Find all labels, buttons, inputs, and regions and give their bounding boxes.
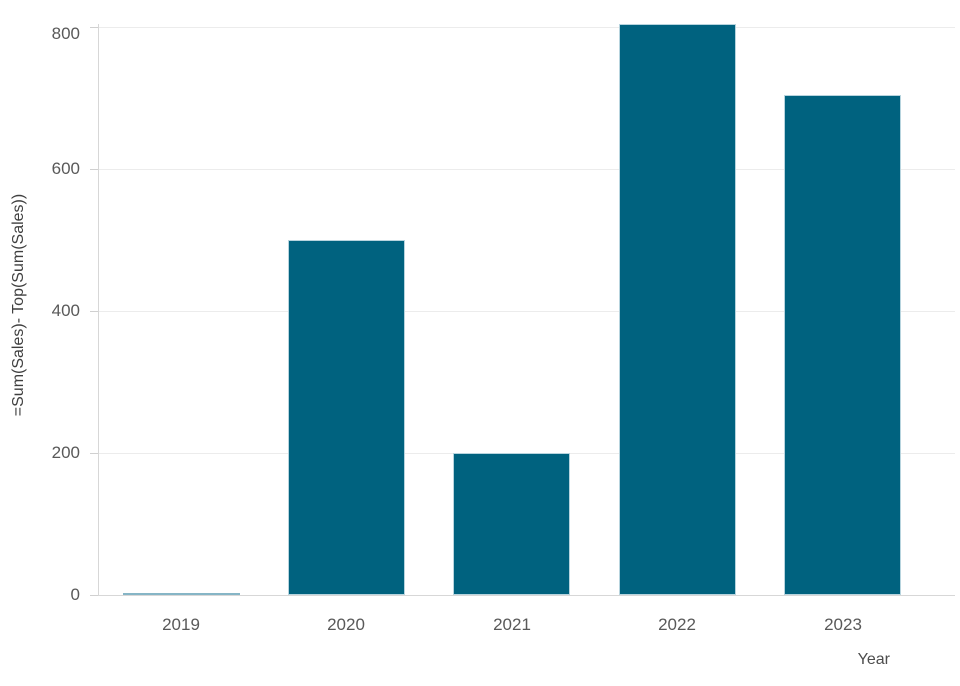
- bar-2019[interactable]: [123, 593, 240, 595]
- x-tick-label: 2021: [493, 615, 531, 634]
- gridline: [98, 169, 955, 170]
- bar-2022[interactable]: [619, 24, 736, 595]
- y-tick-mark: [90, 169, 98, 170]
- y-tick-mark: [90, 311, 98, 312]
- gridline: [98, 311, 955, 312]
- y-tick-label: 0: [70, 585, 80, 604]
- x-axis-baseline: [98, 595, 955, 596]
- y-tick-label: 600: [51, 159, 80, 178]
- x-axis-title: Year: [857, 651, 890, 668]
- y-tick-label: 800: [51, 24, 80, 43]
- x-tick-label: 2023: [824, 615, 862, 634]
- y-tick-mark: [90, 453, 98, 454]
- y-tick-label: 200: [51, 443, 80, 462]
- bar-2020[interactable]: [288, 240, 405, 595]
- y-axis-line: [98, 24, 99, 595]
- y-tick-label: 400: [51, 301, 80, 320]
- gridline: [98, 27, 955, 28]
- y-tick-mark: [90, 595, 98, 596]
- x-tick-label: 2020: [327, 615, 365, 634]
- x-tick-label: 2019: [162, 615, 200, 634]
- bar-2023[interactable]: [784, 95, 901, 595]
- bar-2021[interactable]: [453, 453, 570, 595]
- x-tick-label: 2022: [658, 615, 696, 634]
- y-tick-mark: [90, 27, 98, 28]
